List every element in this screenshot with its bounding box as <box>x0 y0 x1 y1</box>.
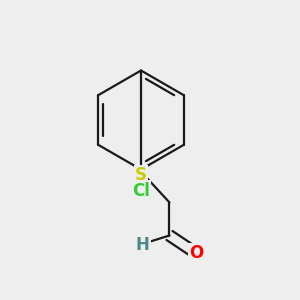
Text: Cl: Cl <box>132 182 150 200</box>
Text: S: S <box>135 167 147 184</box>
Text: H: H <box>136 236 149 253</box>
Text: O: O <box>189 244 204 262</box>
